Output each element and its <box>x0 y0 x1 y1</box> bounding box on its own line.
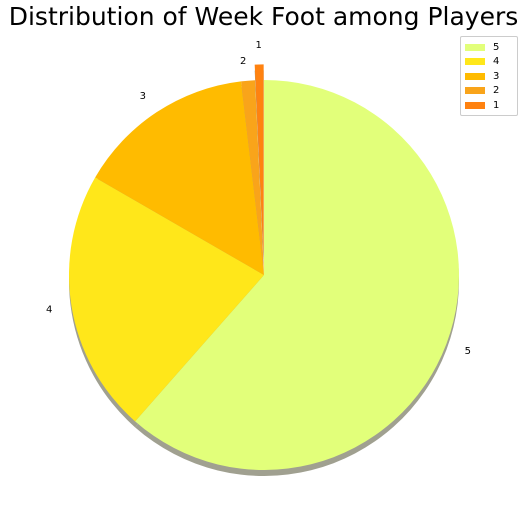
pie-label-layer: 5 4 3 21 <box>46 40 471 357</box>
legend-label-4: 4 <box>493 56 500 68</box>
pie-slice-label-5: 5 <box>465 346 471 357</box>
legend-swatch-4 <box>465 58 485 66</box>
legend-label-1: 1 <box>493 99 500 111</box>
pie-slice-layer <box>68 64 460 470</box>
legend-entry-1: 1 <box>465 98 513 113</box>
legend-swatch-5 <box>465 43 485 51</box>
legend: 5 4 3 2 1 <box>460 36 518 116</box>
legend-label-2: 2 <box>493 85 500 97</box>
legend-entry-2: 2 <box>465 84 513 99</box>
pie-slice-1 <box>254 64 264 260</box>
legend-swatch-1 <box>465 101 485 109</box>
legend-entry-5: 5 <box>465 40 513 55</box>
legend-label-5: 5 <box>493 41 500 53</box>
chart-title: Distribution of Week Foot among Players <box>8 2 519 31</box>
pie-slice-5 <box>135 80 460 470</box>
pie-slice-label-2: 2 <box>240 56 246 67</box>
pie-slice-4 <box>68 177 264 422</box>
legend-swatch-2 <box>465 87 485 95</box>
pie-slice-label-1: 1 <box>256 40 262 51</box>
legend-entry-4: 4 <box>465 55 513 70</box>
legend-label-3: 3 <box>493 70 500 82</box>
pie-slice-label-4: 4 <box>46 305 52 316</box>
pie-slice-label-3: 3 <box>140 91 146 102</box>
legend-swatch-3 <box>465 72 485 80</box>
pie-slice-2 <box>241 80 264 275</box>
pie-slice-3 <box>95 81 264 275</box>
legend-entry-3: 3 <box>465 69 513 84</box>
